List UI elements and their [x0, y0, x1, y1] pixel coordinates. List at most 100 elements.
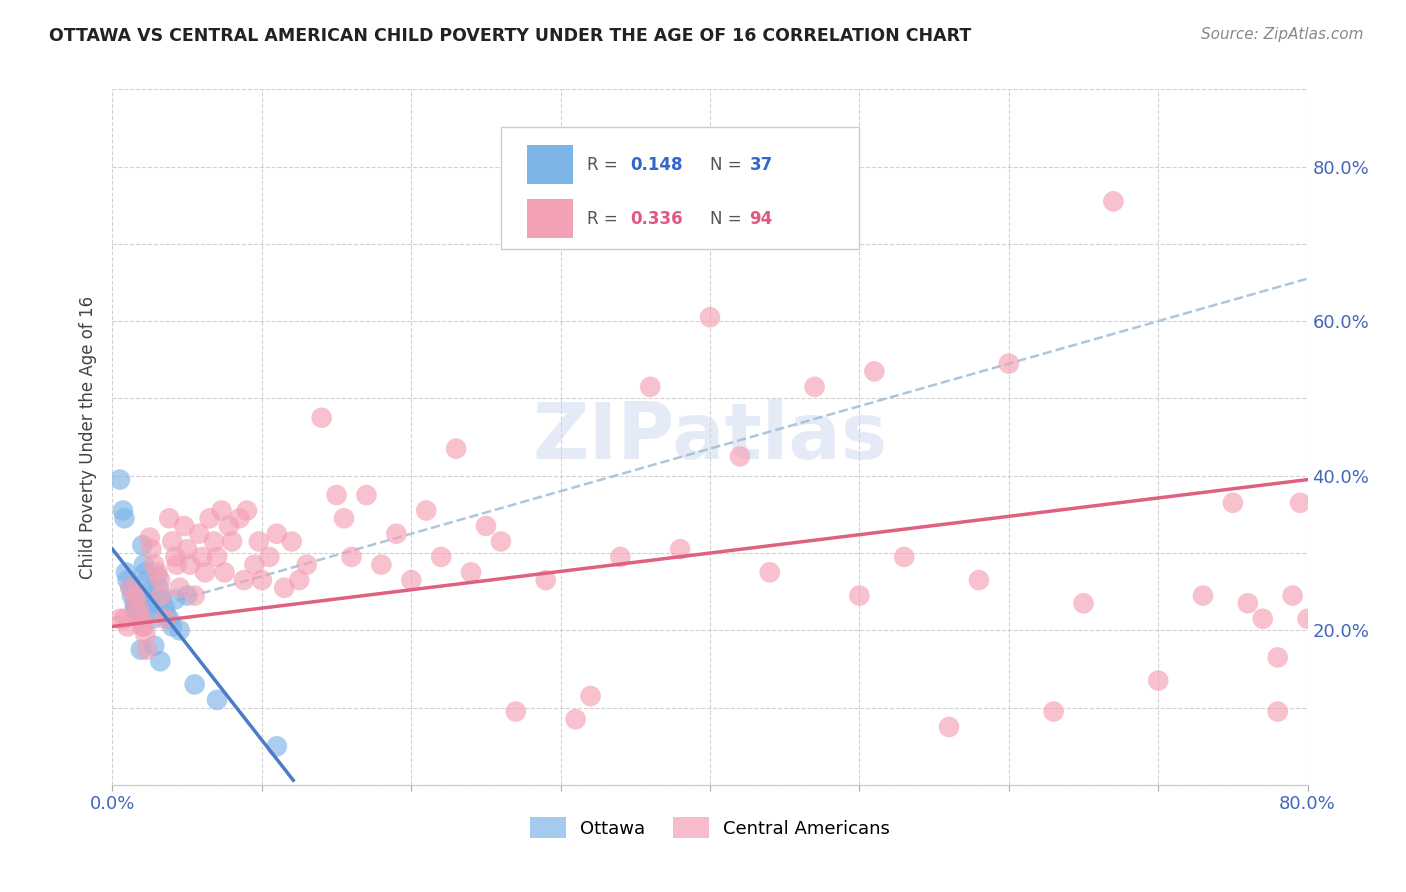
Point	[166, 558, 188, 572]
Point	[132, 619, 155, 633]
Point	[1267, 705, 1289, 719]
Point	[1251, 612, 1274, 626]
Point	[415, 503, 437, 517]
Point	[153, 612, 176, 626]
Point	[165, 549, 187, 564]
Point	[250, 573, 273, 587]
Point	[803, 380, 825, 394]
Point	[108, 612, 131, 626]
Point	[863, 364, 886, 378]
Text: N =: N =	[710, 210, 747, 227]
Point	[759, 566, 782, 580]
Point	[111, 503, 134, 517]
Point	[183, 677, 205, 691]
Point	[157, 612, 180, 626]
Point	[1237, 596, 1260, 610]
FancyBboxPatch shape	[527, 200, 572, 237]
Point	[141, 542, 163, 557]
Point	[165, 592, 187, 607]
Point	[699, 310, 721, 325]
Point	[243, 558, 266, 572]
Point	[124, 596, 146, 610]
Point	[475, 519, 498, 533]
Point	[176, 589, 198, 603]
Point	[131, 538, 153, 552]
Point	[162, 619, 183, 633]
Point	[146, 569, 169, 583]
Point	[114, 511, 135, 525]
Point	[281, 534, 304, 549]
Text: R =: R =	[586, 155, 623, 174]
Point	[135, 642, 157, 657]
Point	[176, 542, 198, 557]
Point	[149, 573, 172, 587]
Point	[143, 558, 166, 572]
Point	[153, 600, 176, 615]
Point	[129, 612, 152, 626]
Point	[198, 511, 221, 525]
Point	[1267, 650, 1289, 665]
Point	[1289, 496, 1312, 510]
Text: 94: 94	[749, 210, 773, 227]
Point	[609, 549, 631, 564]
Point	[162, 534, 183, 549]
Point	[266, 526, 288, 541]
Point	[273, 581, 295, 595]
Point	[129, 642, 152, 657]
Point	[135, 573, 157, 587]
Point	[121, 589, 143, 603]
Point	[1281, 589, 1303, 603]
Point	[149, 654, 172, 668]
Point	[340, 549, 363, 564]
Point	[108, 473, 131, 487]
Point	[134, 627, 156, 641]
Text: 37: 37	[749, 155, 773, 174]
Point	[938, 720, 960, 734]
Point	[205, 693, 228, 707]
Point	[124, 589, 146, 603]
Y-axis label: Child Poverty Under the Age of 16: Child Poverty Under the Age of 16	[79, 295, 97, 579]
Point	[564, 712, 586, 726]
Point	[385, 526, 408, 541]
Point	[356, 488, 378, 502]
Legend: Ottawa, Central Americans: Ottawa, Central Americans	[523, 810, 897, 846]
Point	[233, 573, 256, 587]
Text: Source: ZipAtlas.com: Source: ZipAtlas.com	[1201, 27, 1364, 42]
Point	[194, 566, 217, 580]
Text: 0.148: 0.148	[630, 155, 682, 174]
Point	[228, 511, 250, 525]
Point	[150, 592, 173, 607]
Point	[173, 519, 195, 533]
Point	[128, 612, 150, 626]
Point	[139, 596, 162, 610]
Point	[139, 531, 162, 545]
Point	[266, 739, 288, 754]
Point	[893, 549, 915, 564]
Point	[125, 596, 148, 610]
Point	[370, 558, 392, 572]
Point	[148, 581, 170, 595]
Point	[115, 566, 138, 580]
Point	[117, 573, 139, 587]
Point	[157, 511, 180, 525]
Text: N =: N =	[710, 155, 747, 174]
Point	[138, 584, 160, 599]
Point	[117, 619, 139, 633]
Point	[169, 581, 191, 595]
Point	[311, 410, 333, 425]
Point	[1147, 673, 1170, 688]
Point	[218, 519, 240, 533]
Point	[247, 534, 270, 549]
Text: OTTAWA VS CENTRAL AMERICAN CHILD POVERTY UNDER THE AGE OF 16 CORRELATION CHART: OTTAWA VS CENTRAL AMERICAN CHILD POVERTY…	[49, 27, 972, 45]
Point	[669, 542, 692, 557]
Point	[202, 534, 225, 549]
Point	[134, 566, 156, 580]
Point	[127, 607, 149, 622]
Point	[1073, 596, 1095, 610]
Point	[236, 503, 259, 517]
Point	[183, 589, 205, 603]
Point	[430, 549, 453, 564]
Point	[444, 442, 467, 456]
Point	[131, 619, 153, 633]
Point	[333, 511, 356, 525]
